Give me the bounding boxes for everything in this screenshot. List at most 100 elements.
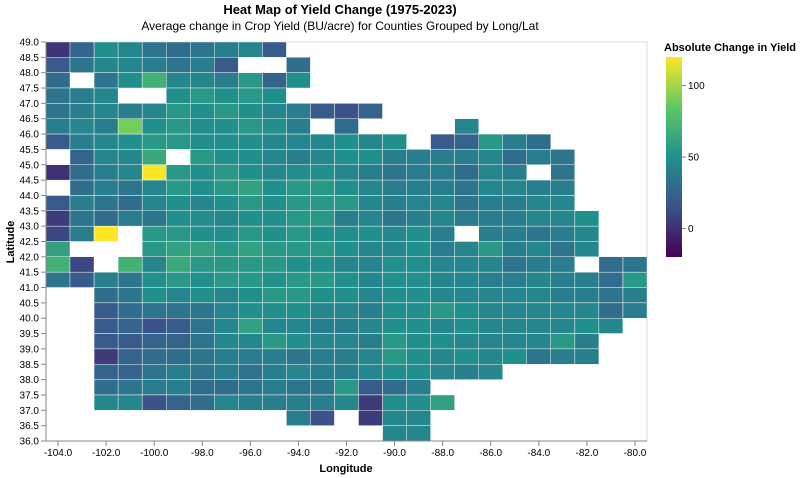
heatmap-cell (358, 410, 383, 426)
heatmap-cell (574, 302, 600, 319)
heatmap-cell (189, 241, 215, 258)
heatmap-cell (430, 302, 455, 319)
heatmap-cell (358, 241, 383, 258)
heatmap-cell (165, 333, 191, 350)
heatmap-cell (526, 210, 551, 227)
heatmap-cell (478, 164, 503, 181)
heatmap-cell (382, 333, 407, 350)
heatmap-cell (286, 364, 311, 380)
heatmap-cell (286, 103, 311, 119)
heatmap-cell (310, 394, 335, 411)
heatmap-cell (262, 302, 287, 319)
heatmap-cell (117, 256, 143, 273)
heatmap-cell (214, 72, 239, 89)
heatmap-cell (382, 149, 407, 165)
heatmap-cell (622, 256, 648, 273)
y-tick-label: 37.5 (20, 390, 40, 401)
heatmap-cell (382, 133, 407, 150)
heatmap-cell (141, 318, 167, 334)
heatmap-cell (358, 302, 383, 319)
heatmap-cell (141, 41, 167, 58)
heatmap-cell (93, 272, 119, 288)
heatmap-cell (117, 195, 143, 212)
heatmap-cell (45, 133, 71, 150)
heatmap-cell (262, 164, 287, 181)
y-tick-label: 47.0 (20, 99, 40, 110)
x-tick-label: -92.0 (335, 448, 358, 459)
heatmap-cell (238, 195, 263, 212)
heatmap-cell (406, 225, 431, 242)
heatmap-cell (262, 72, 287, 89)
heatmap-cell (334, 394, 359, 411)
heatmap-cell (382, 210, 407, 227)
heatmap-cell (286, 272, 311, 288)
heatmap-cell (478, 287, 503, 304)
heatmap-cell (430, 179, 455, 196)
heatmap-cell (406, 348, 431, 365)
heatmap-cell (454, 333, 479, 350)
legend-ticks: 100 50 0 (682, 81, 705, 235)
heatmap-cell (478, 272, 503, 288)
heatmap-cell (334, 210, 359, 227)
heatmap-cell (214, 318, 239, 334)
heatmap-cell (454, 364, 479, 380)
heatmap-cell (382, 164, 407, 181)
heatmap-cell (598, 272, 624, 288)
heatmap-cell (358, 272, 383, 288)
heatmap-cell (262, 149, 287, 165)
heatmap-cell (117, 394, 143, 411)
heatmap-cell (478, 179, 503, 196)
heatmap-cell (622, 272, 648, 288)
heatmap-cell (526, 256, 551, 273)
heatmap-cell (502, 179, 527, 196)
heatmap-cell (382, 348, 407, 365)
heatmap-cell (430, 348, 455, 365)
heatmap-cell (310, 210, 335, 227)
heatmap-cell (598, 287, 624, 304)
heatmap-cell (262, 287, 287, 304)
heatmap-cell (262, 318, 287, 334)
heatmap-cell (238, 333, 263, 350)
heatmap-cell (238, 164, 263, 181)
heatmap-cell (93, 210, 119, 227)
heatmap-cell (286, 241, 311, 258)
heatmap-cell (262, 179, 287, 196)
x-tick-label: -98.0 (191, 448, 214, 459)
heatmap-cell (358, 133, 383, 150)
heatmap-cell (214, 256, 239, 273)
heatmap-cell (334, 133, 359, 150)
heatmap-cell (189, 302, 215, 319)
heatmap-cell (262, 241, 287, 258)
heatmap-cell (382, 364, 407, 380)
heatmap-cell (406, 272, 431, 288)
heatmap-cell (117, 133, 143, 150)
heatmap-cell (382, 256, 407, 273)
heatmap-cell (574, 287, 600, 304)
heatmap-cell (238, 87, 263, 104)
heatmap-cell (478, 149, 503, 165)
y-tick-label: 47.5 (20, 84, 40, 95)
heatmap-cell (454, 272, 479, 288)
heatmap-cell (358, 225, 383, 242)
heatmap-cell (117, 164, 143, 181)
heatmap-cell (286, 195, 311, 212)
heatmap-cell (406, 164, 431, 181)
heatmap-cell (574, 318, 600, 334)
y-axis: 36.0 36.5 37.0 37.5 38.0 38.5 39.0 39.5 40.0 40.5… (20, 38, 47, 448)
heatmap-cell (286, 225, 311, 242)
y-tick-label: 45.0 (20, 160, 40, 171)
heatmap-cell (214, 103, 239, 119)
heatmap-cell (189, 87, 215, 104)
y-tick-label: 40.5 (20, 298, 40, 309)
heatmap-cell (310, 272, 335, 288)
y-axis-title: Latitude (5, 221, 17, 264)
heatmap-cell (141, 57, 167, 73)
heatmap-cell (550, 195, 575, 212)
heatmap-cell (358, 179, 383, 196)
heatmap-cell (93, 318, 119, 334)
heatmap-cell (430, 225, 455, 242)
heatmap-cell (45, 225, 71, 242)
heatmap-cell (93, 72, 119, 89)
heatmap-cell (262, 333, 287, 350)
heatmap-cell (334, 103, 359, 119)
